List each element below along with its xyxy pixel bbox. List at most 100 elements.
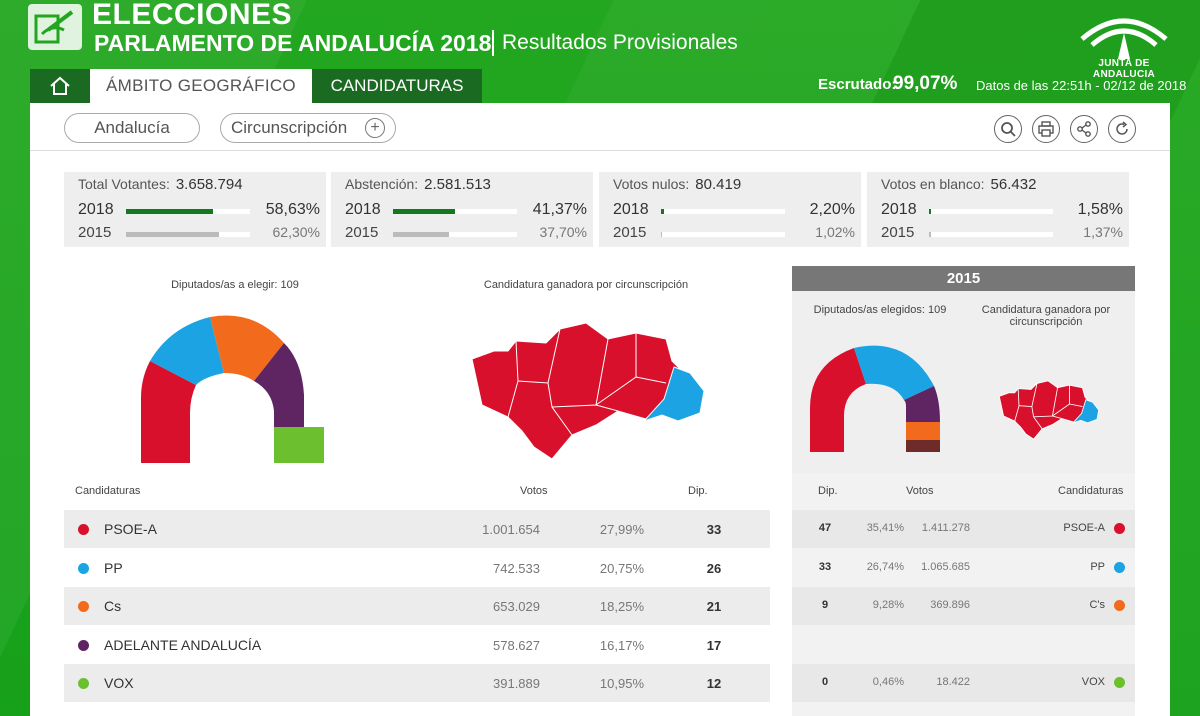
stat-row-2015: 2015 37,70% xyxy=(345,224,587,244)
stat-row-2015: 2015 62,30% xyxy=(78,224,320,244)
party-pct: 20,75% xyxy=(599,560,644,576)
party-votes-2015: 1.065.685 xyxy=(921,560,970,573)
stat-bar-track xyxy=(393,232,517,237)
stat-bar-2015 xyxy=(929,232,931,237)
stat-pct-2018: 41,37% xyxy=(532,201,587,218)
party-pct-2015: 26,74% xyxy=(866,560,904,573)
party-votes: 578.627 xyxy=(493,637,540,653)
party-dot xyxy=(78,562,89,574)
party-votes: 391.889 xyxy=(493,676,540,691)
stat-pct-2018: 1,58% xyxy=(1077,201,1123,218)
escrutado-value: 99,07% xyxy=(893,73,958,94)
stat-pct-2015: 37,70% xyxy=(539,224,587,240)
ganadora-2015-label: Candidatura ganadora por circunscripción xyxy=(981,304,1111,328)
stat-pct-2018: 58,63% xyxy=(265,201,320,218)
seat-arc-2015-pp xyxy=(854,345,934,400)
header: ELECCIONES PARLAMENTO DE ANDALUCÍA 2018 … xyxy=(0,0,1200,80)
stat-year: 2018 xyxy=(78,201,114,218)
party-votes: 742.533 xyxy=(493,560,540,576)
panel-2015-title: 2015 xyxy=(792,266,1135,291)
party-pct: 27,99% xyxy=(599,522,644,537)
table-head-r-candidaturas: Candidaturas xyxy=(1058,485,1124,497)
party-name-2015: C's xyxy=(1089,599,1105,611)
table-row-2015: 0 0,46% 18.422 VOX xyxy=(792,664,1135,702)
stat-row-2015: 2015 1,37% xyxy=(881,224,1123,244)
stat-year: 2015 xyxy=(881,224,915,241)
hemicycle-2018 xyxy=(141,315,324,463)
stat-year: 2018 xyxy=(613,201,649,218)
refresh-button[interactable] xyxy=(1108,115,1136,143)
stat-bar-track xyxy=(929,209,1053,214)
seat-arc-vox xyxy=(274,427,324,463)
stat-value: 3.658.794 xyxy=(175,176,243,193)
stat-label: Abstención: 2.581.513 xyxy=(345,176,491,193)
diputados-2015-label: Diputados/as elegidos: 109 xyxy=(813,304,947,316)
hemicycle-2015 xyxy=(810,345,940,452)
print-button[interactable] xyxy=(1032,115,1060,143)
stat-bar-track xyxy=(661,209,785,214)
stat-bar-2018 xyxy=(126,209,213,214)
table-row[interactable]: Cs 653.029 18,25% 21 xyxy=(64,587,770,625)
stat-year: 2015 xyxy=(613,224,647,241)
party-dip: 17 xyxy=(706,637,722,653)
stat-box: Votos en blanco: 56.432 2018 1,58% 2015 1… xyxy=(867,172,1129,247)
stat-row-2018: 2018 58,63% xyxy=(78,201,320,221)
party-name: VOX xyxy=(104,675,134,691)
party-dip-2015: 9 xyxy=(821,599,829,611)
seat-arc-cs xyxy=(210,315,284,381)
stat-label: Votos nulos: 80.419 xyxy=(613,176,742,193)
share-icon xyxy=(1077,121,1091,137)
title-resultados: Resultados Provisionales xyxy=(502,31,738,54)
table-row[interactable]: PSOE-A 1.001.654 27,99% 33 xyxy=(64,510,770,548)
region-pill[interactable]: Andalucía xyxy=(64,113,200,143)
table-head-votos: Votos xyxy=(520,485,548,497)
stat-year: 2018 xyxy=(881,201,917,218)
party-name: Cs xyxy=(104,598,122,614)
party-pct-2015: 9,28% xyxy=(872,599,904,611)
stat-row-2015: 2015 1,02% xyxy=(613,224,855,244)
stat-box: Total Votantes: 3.658.794 2018 58,63% 201… xyxy=(64,172,326,247)
stat-bar-track xyxy=(929,232,1053,237)
map-region-psoe xyxy=(471,322,683,460)
stat-pct-2015: 1,02% xyxy=(815,224,855,240)
party-dot xyxy=(78,678,89,689)
party-name: PSOE-A xyxy=(104,521,157,537)
table-head-r-votos: Votos xyxy=(906,485,934,497)
andalucia-map-2015 xyxy=(998,380,1100,440)
stat-pct-2018: 2,20% xyxy=(809,201,855,218)
share-button[interactable] xyxy=(1070,115,1098,143)
party-dip: 12 xyxy=(706,676,722,691)
stat-row-2018: 2018 1,58% xyxy=(881,201,1123,221)
tab-home[interactable] xyxy=(30,69,90,103)
search-button[interactable] xyxy=(994,115,1022,143)
panel-2015: 2015 Diputados/as elegidos: 109 Candidat… xyxy=(792,266,1135,473)
stat-row-2018: 2018 41,37% xyxy=(345,201,587,221)
party-dot-2015 xyxy=(1114,600,1125,611)
party-votes-2015: 369.896 xyxy=(930,599,970,611)
seat-arc-2015-cs xyxy=(906,422,940,440)
party-dip: 33 xyxy=(706,522,722,537)
party-name-2015: PSOE-A xyxy=(1063,522,1105,534)
map-2015-region-pp xyxy=(1071,399,1100,424)
stat-bar-2015 xyxy=(661,232,662,237)
circunscripcion-pill[interactable]: Circunscripción + xyxy=(220,113,396,143)
table-row[interactable]: ADELANTE ANDALUCÍA 578.627 16,17% 17 xyxy=(64,626,770,664)
title-separator xyxy=(492,30,494,56)
home-icon xyxy=(50,76,70,95)
circunscripcion-label: Circunscripción xyxy=(231,118,348,137)
table-row[interactable]: PP 742.533 20,75% 26 xyxy=(64,549,770,587)
table-head-dip: Dip. xyxy=(688,485,708,497)
party-dip-2015: 0 xyxy=(821,676,829,688)
search-icon xyxy=(1001,122,1016,137)
andalucia-map-2018 xyxy=(471,322,705,460)
table-row[interactable]: VOX 391.889 10,95% 12 xyxy=(64,664,770,702)
plus-icon: + xyxy=(365,118,385,138)
map-2015-region-psoe xyxy=(998,380,1090,440)
tab-ambito-geografico[interactable]: ÁMBITO GEOGRÁFICO xyxy=(90,69,312,103)
stat-year: 2015 xyxy=(78,224,112,241)
party-votes-2015: 1.411.278 xyxy=(921,522,970,534)
party-pct: 18,25% xyxy=(599,599,644,614)
tab-candidaturas[interactable]: CANDIDATURAS xyxy=(312,69,482,103)
seat-arc-adelante xyxy=(254,343,304,427)
seat-arc-pp xyxy=(150,317,224,385)
